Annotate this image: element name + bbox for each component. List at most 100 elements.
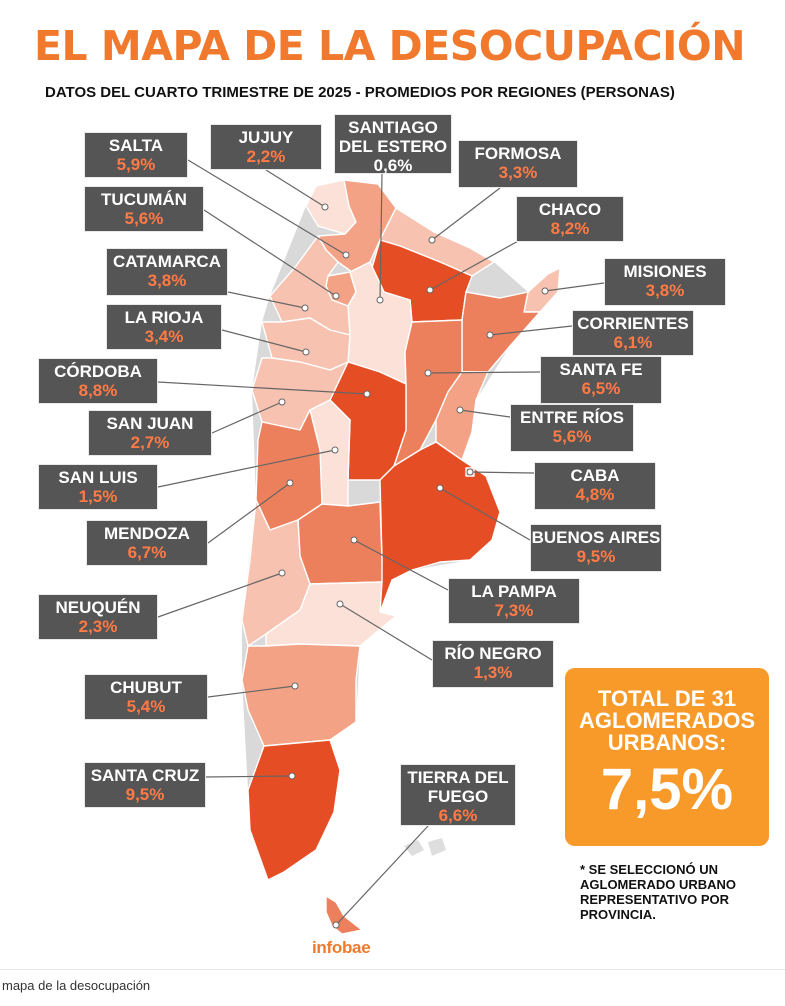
leader-line-salta	[187, 159, 347, 256]
label-jujuy: JUJUY 2,2%	[210, 124, 322, 170]
province-name: RÍO NEGRO	[444, 644, 542, 663]
label-chaco: CHACO 8,2%	[516, 196, 624, 242]
leader-line-formosa	[431, 187, 501, 241]
label-catamarca: CATAMARCA 3,8%	[106, 248, 228, 296]
province-name: CHUBUT	[110, 678, 182, 697]
label-entrerios: ENTRE RÍOS 5,6%	[510, 404, 634, 452]
map-subtitle: DATOS DEL CUARTO TRIMESTRE DE 2025 - PRO…	[45, 84, 675, 101]
province-value: 1,3%	[473, 663, 513, 682]
argentina-map	[157, 159, 605, 935]
label-tucuman: TUCUMÁN 5,6%	[84, 186, 204, 232]
province-name: SAN LUIS	[58, 468, 138, 487]
leader-dot-catamarca	[301, 304, 309, 312]
province-name: LA RIOJA	[124, 308, 204, 327]
region-santacruz	[247, 739, 341, 881]
leader-dot-caba	[466, 468, 474, 476]
label-corrientes: CORRIENTES 6,1%	[572, 310, 694, 356]
province-value: 3,8%	[645, 281, 685, 300]
total-label: TOTAL DE 31 AGLOMERADOS URBANOS:	[579, 686, 755, 755]
label-mendoza: MENDOZA 6,7%	[86, 520, 208, 566]
label-sanluis: SAN LUIS 1,5%	[38, 464, 158, 510]
province-name-line: TIERRA DEL	[407, 768, 509, 787]
province-name: CABA	[570, 466, 620, 485]
province-value: 4,8%	[575, 485, 615, 504]
leader-line-santacruz	[205, 775, 293, 778]
leader-dot-santiago	[376, 296, 384, 304]
province-value: 6,1%	[613, 333, 653, 352]
province-value: 8,2%	[550, 219, 590, 238]
leader-line-chubut	[207, 685, 296, 698]
province-name: CATAMARCA	[113, 252, 221, 271]
leader-dot-chaco	[426, 286, 434, 294]
leader-line-mendoza	[207, 482, 291, 544]
leader-line-larioja	[221, 329, 307, 353]
province-value: 6,6%	[438, 806, 478, 825]
leader-dot-lapampa	[350, 536, 358, 544]
province-name: JUJUY	[238, 128, 294, 147]
province-value: 3,8%	[147, 271, 187, 290]
province-value: 5,4%	[126, 697, 166, 716]
leader-line-sanjuan	[211, 401, 283, 434]
label-tierradelfuego: TIERRA DEL FUEGO 6,6%	[400, 764, 516, 826]
leader-line-buenosaires	[439, 487, 531, 541]
infobae-logo: infobae	[312, 938, 371, 957]
leader-dot-jujuy	[321, 203, 329, 211]
label-buenosaires: BUENOS AIRES 9,5%	[530, 524, 662, 572]
province-value: 6,5%	[581, 379, 621, 398]
province-value: 3,4%	[144, 327, 184, 346]
label-chubut: CHUBUT 5,4%	[84, 674, 208, 720]
leader-line-caba	[469, 471, 535, 474]
malvinas-island-1	[404, 840, 424, 856]
leader-dot-buenosaires	[436, 484, 444, 492]
province-name: SAN JUAN	[106, 414, 194, 433]
leader-line-entrerios	[459, 409, 511, 418]
label-misiones: MISIONES 3,8%	[604, 258, 726, 306]
province-value: 7,3%	[494, 601, 534, 620]
province-name-line: DEL ESTERO	[338, 137, 448, 156]
province-value: 9,5%	[125, 785, 165, 804]
label-santafe: SANTA FE 6,5%	[540, 356, 662, 404]
province-name: SANTA CRUZ	[90, 766, 200, 785]
label-caba: CABA 4,8%	[534, 462, 656, 510]
leader-line-lapampa	[353, 539, 449, 591]
province-value: 0,6%	[373, 156, 413, 175]
label-cordoba: CÓRDOBA 8,8%	[38, 358, 158, 404]
province-name: SALTA	[108, 136, 164, 155]
province-name-line: FUEGO	[427, 787, 489, 806]
footnote: * SE SELECCIONÓ UN AGLOMERADO URBANO REP…	[580, 862, 736, 922]
leader-line-sanluis	[157, 449, 336, 488]
leader-dot-sanluis	[331, 446, 339, 454]
label-sanjuan: SAN JUAN 2,7%	[88, 410, 212, 456]
province-value: 2,7%	[130, 433, 170, 452]
total-box: TOTAL DE 31 AGLOMERADOS URBANOS: 7,5%	[565, 668, 769, 846]
leader-dot-larioja	[302, 348, 310, 356]
leader-dot-cordoba	[363, 390, 371, 398]
leader-dot-tierradelfuego	[332, 921, 340, 929]
leader-dot-mendoza	[286, 479, 294, 487]
leader-dot-sanjuan	[278, 398, 286, 406]
leader-dot-santafe	[424, 369, 432, 377]
province-name: ENTRE RÍOS	[520, 408, 624, 427]
leader-dot-neuquen	[278, 569, 286, 577]
province-value: 6,7%	[127, 543, 167, 562]
province-name: FORMOSA	[474, 144, 562, 163]
leader-dot-tucuman	[332, 292, 340, 300]
province-name: CÓRDOBA	[54, 362, 142, 381]
leader-line-cordoba	[157, 381, 368, 395]
province-value: 8,8%	[78, 381, 118, 400]
malvinas-island-2	[428, 838, 446, 856]
province-value: 5,6%	[552, 427, 592, 446]
province-value: 5,6%	[124, 209, 164, 228]
province-name: NEUQUÉN	[55, 598, 141, 617]
province-value: 1,5%	[78, 487, 118, 506]
province-name: BUENOS AIRES	[531, 528, 661, 547]
caption-divider	[0, 969, 785, 970]
region-chubut	[241, 643, 361, 747]
province-name: CORRIENTES	[577, 314, 689, 333]
province-value: 3,3%	[498, 163, 538, 182]
leader-dot-corrientes	[486, 331, 494, 339]
province-value: 9,5%	[576, 547, 616, 566]
total-value: 7,5%	[600, 757, 734, 822]
leader-dot-salta	[342, 251, 350, 259]
leader-dot-misiones	[541, 287, 549, 295]
